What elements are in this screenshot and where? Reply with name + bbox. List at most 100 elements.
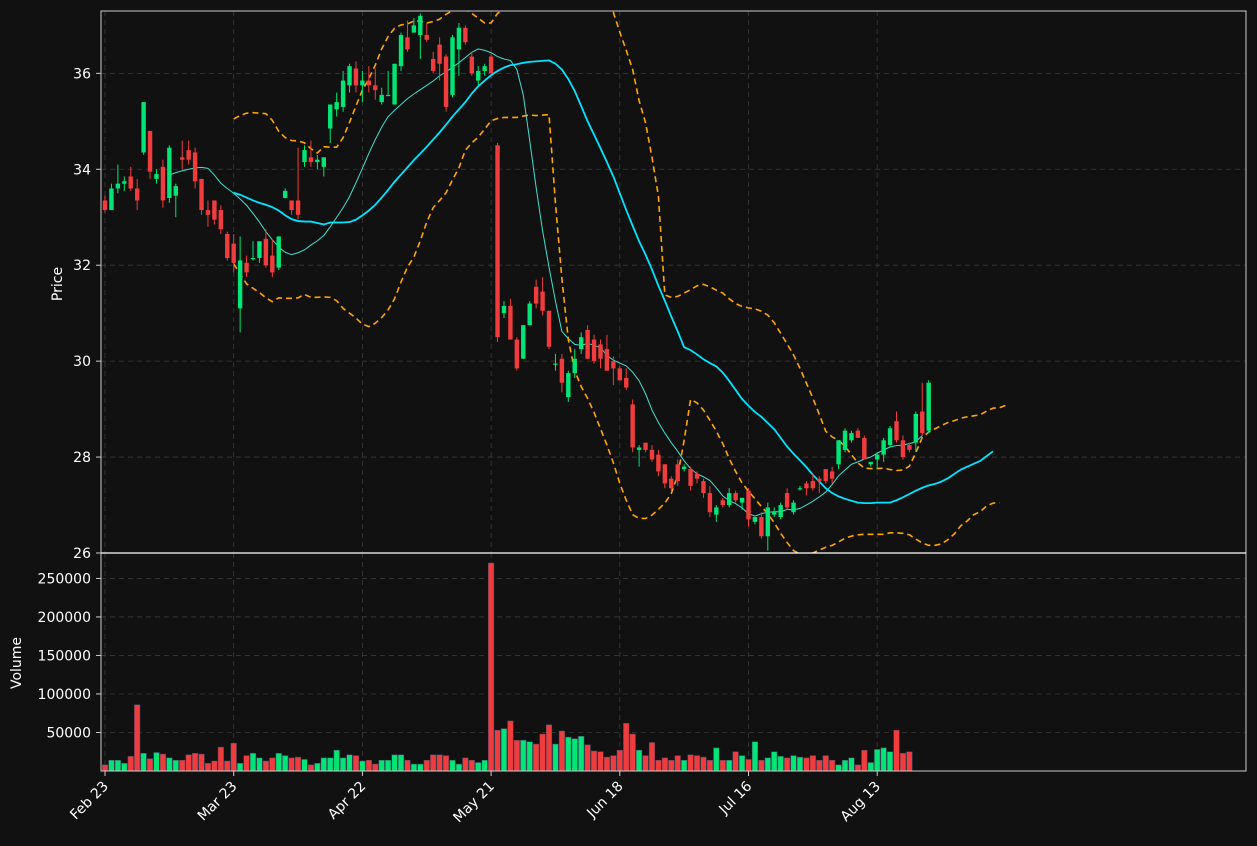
candle-body bbox=[527, 303, 532, 326]
candle-body bbox=[385, 94, 391, 97]
candle-body bbox=[913, 413, 919, 443]
volume-bar bbox=[204, 763, 212, 772]
volume-bar bbox=[295, 756, 302, 772]
candle-body bbox=[379, 94, 384, 103]
candle-body bbox=[321, 157, 326, 167]
volume-bar bbox=[726, 759, 733, 772]
candle-body bbox=[160, 166, 166, 201]
candle-body bbox=[720, 500, 725, 506]
candle-body bbox=[868, 461, 873, 465]
candle-body bbox=[180, 157, 185, 160]
candle-body bbox=[115, 183, 121, 189]
volume-bar bbox=[610, 755, 617, 772]
volume-bar bbox=[436, 754, 443, 772]
candle-body bbox=[405, 37, 410, 50]
volume-bar bbox=[314, 763, 321, 772]
volume-bar bbox=[359, 760, 366, 772]
volume-bar bbox=[552, 743, 559, 772]
volume-bar bbox=[513, 739, 520, 772]
candle-body bbox=[109, 188, 114, 211]
volume-bar bbox=[346, 754, 353, 772]
candle-body bbox=[102, 200, 108, 211]
overlay-ma_slow bbox=[233, 59, 994, 505]
price-y-ticks: 26 28 30 32 34 36 bbox=[73, 66, 101, 562]
volume-bar bbox=[887, 751, 894, 772]
candle-body bbox=[199, 178, 204, 211]
volume-bars bbox=[101, 562, 913, 772]
candle-body bbox=[778, 505, 783, 518]
volume-bar bbox=[230, 743, 237, 772]
volume-bar bbox=[172, 759, 179, 772]
candle-body bbox=[424, 34, 429, 40]
volume-bar bbox=[796, 756, 804, 772]
candle-body bbox=[817, 478, 822, 482]
volume-bar bbox=[391, 754, 398, 772]
price-tick-label: 32 bbox=[73, 258, 91, 274]
volume-bar bbox=[166, 757, 173, 772]
volume-bar bbox=[365, 759, 372, 772]
volume-bar bbox=[404, 759, 411, 772]
candle-body bbox=[566, 373, 571, 398]
volume-bar bbox=[816, 759, 823, 772]
candle-body bbox=[765, 507, 771, 537]
candle-body bbox=[540, 291, 545, 311]
candle-body bbox=[598, 344, 603, 359]
candle-body bbox=[617, 368, 622, 381]
candle-body bbox=[218, 210, 224, 230]
volume-tick-label: 250000 bbox=[38, 571, 91, 587]
volume-bar bbox=[790, 755, 797, 772]
volume-bar bbox=[861, 749, 868, 772]
candle-body bbox=[495, 145, 500, 338]
candle-body bbox=[270, 255, 275, 273]
candle-body bbox=[656, 454, 661, 472]
volume-bar bbox=[713, 747, 720, 772]
volume-bar bbox=[893, 729, 900, 772]
candle-body bbox=[237, 260, 243, 309]
volume-bar bbox=[648, 742, 656, 772]
volume-bar bbox=[108, 759, 115, 772]
volume-bar bbox=[134, 704, 141, 772]
volume-bar bbox=[249, 753, 257, 772]
candle-body bbox=[205, 210, 211, 215]
candle-body bbox=[514, 339, 520, 369]
candle-body bbox=[373, 85, 378, 91]
candle-body bbox=[501, 305, 507, 314]
candle-body bbox=[437, 44, 442, 64]
candle-body bbox=[591, 339, 597, 362]
volume-bar bbox=[829, 759, 836, 772]
volume-bar bbox=[449, 759, 456, 772]
volume-bar bbox=[880, 747, 887, 772]
candles bbox=[102, 13, 931, 551]
candle-body bbox=[694, 473, 700, 479]
candle-body bbox=[134, 188, 140, 201]
candle-body bbox=[476, 70, 481, 81]
volume-bar bbox=[320, 757, 327, 772]
volume-bar bbox=[545, 724, 553, 772]
volume-bar bbox=[777, 756, 784, 772]
volume-bar bbox=[372, 763, 379, 772]
candle-body bbox=[250, 258, 256, 260]
candle-body bbox=[546, 310, 552, 347]
volume-bar bbox=[520, 739, 527, 772]
volume-bar bbox=[719, 759, 726, 772]
overlay-band_lower bbox=[233, 113, 1000, 553]
candle-body bbox=[739, 497, 745, 503]
candle-body bbox=[398, 34, 404, 67]
candle-body bbox=[282, 190, 288, 199]
candle-body bbox=[669, 478, 674, 489]
volume-bar bbox=[745, 759, 752, 772]
volume-bar bbox=[430, 754, 437, 772]
candle-body bbox=[192, 152, 198, 182]
volume-bar bbox=[101, 764, 109, 772]
candle-body bbox=[212, 200, 217, 220]
candle-body bbox=[926, 382, 931, 431]
volume-bar bbox=[533, 743, 540, 772]
volume-bar bbox=[732, 751, 739, 772]
candle-body bbox=[559, 358, 565, 383]
candle-body bbox=[797, 488, 803, 490]
candle-body bbox=[887, 428, 893, 446]
volume-bar bbox=[803, 757, 810, 772]
volume-bar bbox=[262, 760, 269, 772]
candle-body bbox=[636, 447, 642, 450]
volume-bar bbox=[146, 758, 154, 772]
